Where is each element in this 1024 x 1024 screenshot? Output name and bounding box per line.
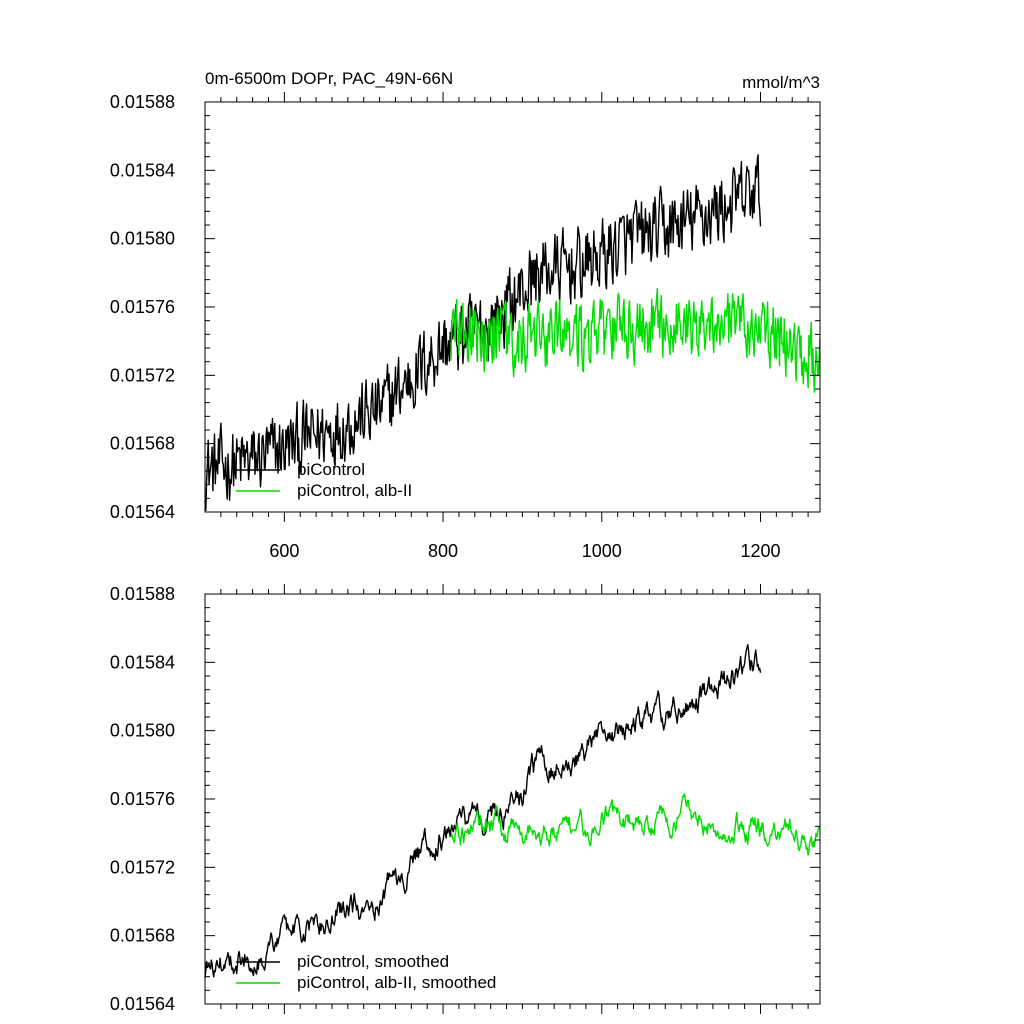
- legend-label-picontrol: piControl: [297, 460, 365, 479]
- units-label: mmol/m^3: [742, 73, 820, 92]
- y-tick-label: 0.01572: [110, 857, 175, 877]
- x-tick-label: 1200: [740, 541, 780, 561]
- y-tick-label: 0.01564: [110, 502, 175, 522]
- top-panel: 0m-6500m DOPr, PAC_49N-66N mmol/m^3 0.01…: [110, 69, 821, 561]
- x-tick-label: 600: [269, 541, 299, 561]
- y-tick-label: 0.01584: [110, 652, 175, 672]
- y-tick-label: 0.01576: [110, 297, 175, 317]
- series-line-picontrol-alb-ii: [450, 287, 821, 393]
- x-tick-label: 800: [428, 541, 458, 561]
- y-tick-label: 0.01564: [110, 994, 175, 1014]
- y-tick-label: 0.01576: [110, 789, 175, 809]
- top-axis-ticks: 0.01564 0.01568 0.01572 0.01576 0.01580 0.015…: [110, 92, 820, 561]
- y-tick-label: 0.01588: [110, 92, 175, 112]
- legend-label-alb-ii-smoothed: piControl, alb-II, smoothed: [297, 973, 496, 992]
- y-tick-label: 0.01572: [110, 365, 175, 385]
- x-tick-label: 1000: [582, 541, 622, 561]
- y-tick-label: 0.01568: [110, 434, 175, 454]
- bottom-axis-ticks: 0.01564 0.01568 0.01572 0.01576 0.01580 0.015…: [110, 584, 820, 1014]
- series-line-picontrol-smoothed: [204, 644, 762, 979]
- series-line-picontrol-alb-ii-smoothed: [450, 793, 821, 856]
- top-legend: piControl piControl, alb-II: [236, 460, 412, 500]
- y-tick-label: 0.01568: [110, 926, 175, 946]
- y-tick-label: 0.01580: [110, 721, 175, 741]
- top-series-group: [204, 154, 821, 511]
- legend-label-picontrol-smoothed: piControl, smoothed: [297, 952, 449, 971]
- chart-title: 0m-6500m DOPr, PAC_49N-66N: [205, 69, 453, 88]
- bottom-series-group: [204, 644, 821, 979]
- bottom-legend: piControl, smoothed piControl, alb-II, s…: [236, 952, 496, 992]
- bottom-panel: 0.01564 0.01568 0.01572 0.01576 0.01580 0.015…: [110, 584, 821, 1014]
- y-tick-label: 0.01580: [110, 229, 175, 249]
- y-tick-label: 0.01584: [110, 160, 175, 180]
- legend-label-alb-ii: piControl, alb-II: [297, 481, 412, 500]
- y-tick-label: 0.01588: [110, 584, 175, 604]
